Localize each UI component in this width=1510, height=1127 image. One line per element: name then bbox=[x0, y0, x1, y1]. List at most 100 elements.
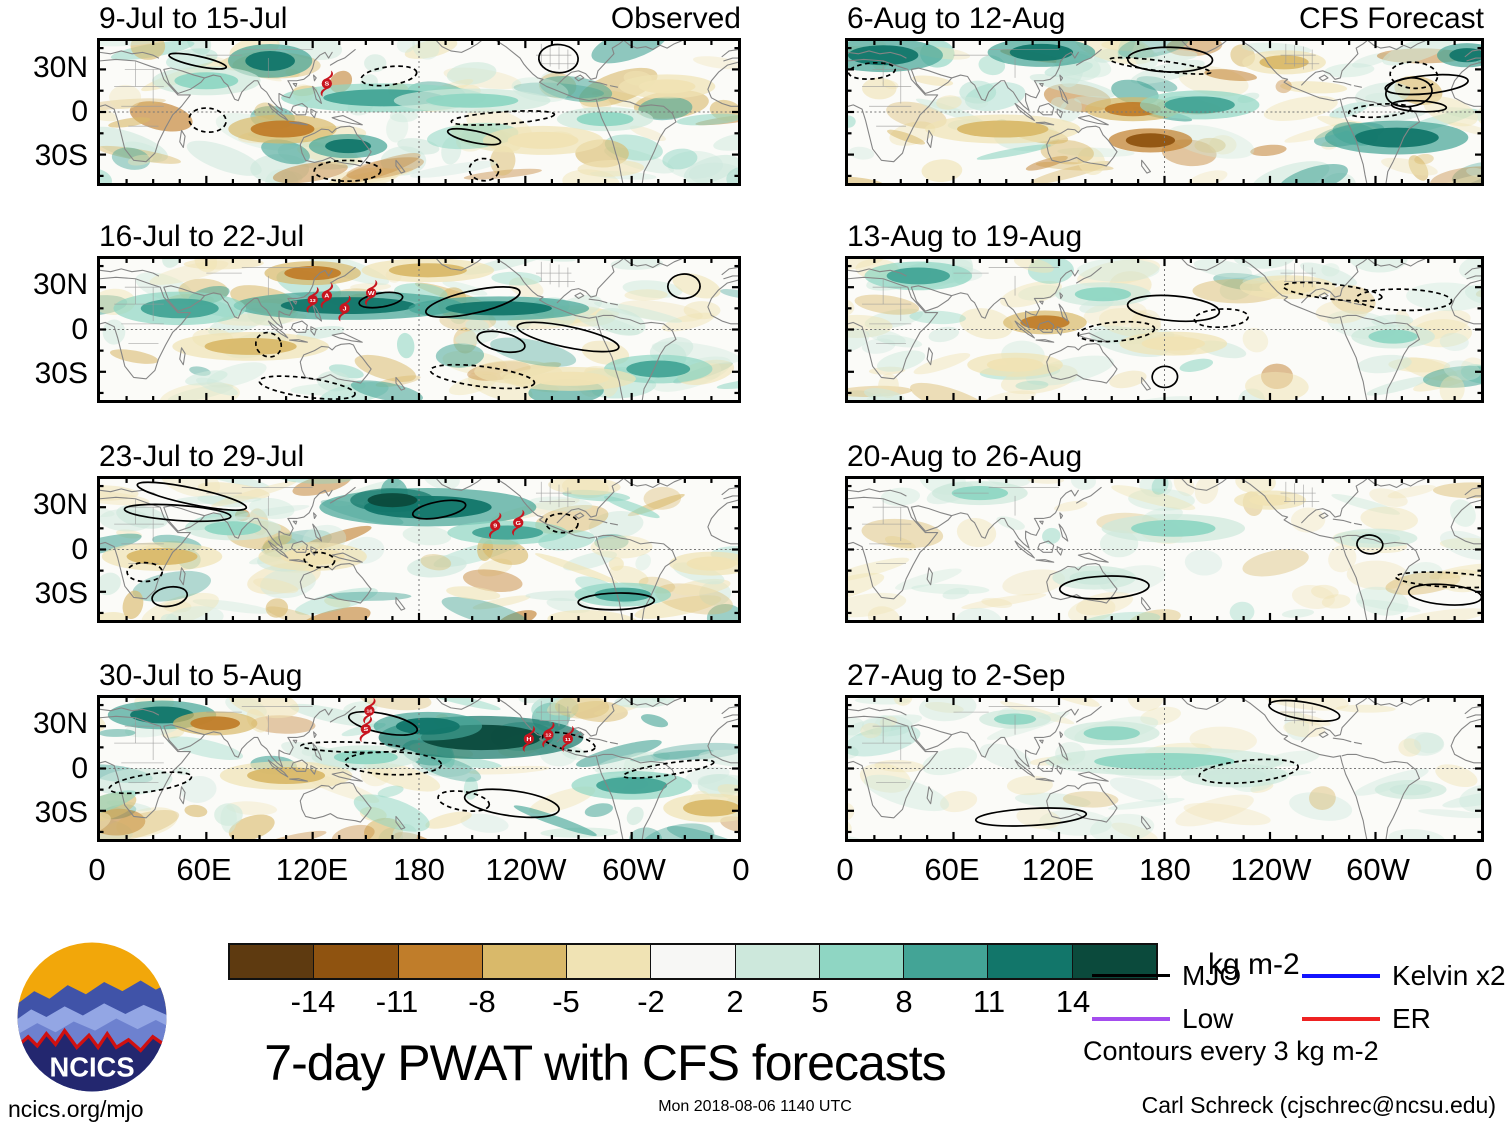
svg-text:W: W bbox=[368, 290, 376, 296]
storm-marker: G bbox=[512, 509, 525, 536]
svg-text:J: J bbox=[343, 306, 347, 312]
map-canvas: 13 A J W bbox=[100, 259, 738, 400]
colorbar-segment bbox=[818, 945, 904, 978]
legend-line-low bbox=[1092, 1017, 1170, 1021]
map-canvas: 16 S H 12 11 bbox=[100, 698, 738, 839]
svg-text:9: 9 bbox=[493, 523, 497, 529]
lat-tick-label: 30S bbox=[34, 796, 88, 829]
legend-label: ER bbox=[1392, 1003, 1431, 1034]
panel-corner-label: CFS Forecast bbox=[1298, 2, 1484, 35]
colorbar-tick-label: 2 bbox=[726, 984, 744, 1019]
colorbar-tick-label: 5 bbox=[811, 984, 829, 1019]
legend-label: Low bbox=[1182, 1003, 1234, 1034]
map-frame bbox=[845, 695, 1484, 842]
map-frame bbox=[845, 38, 1484, 186]
panel-corner-label: Observed bbox=[610, 2, 741, 35]
svg-text:13: 13 bbox=[310, 298, 316, 303]
lon-tick-label: 120W bbox=[1230, 852, 1312, 887]
colorbar-tick-label: 11 bbox=[972, 984, 1006, 1019]
colorbar-units-label: kg m-2 bbox=[1208, 948, 1300, 981]
legend-label: Kelvin x2 bbox=[1392, 960, 1506, 991]
lon-tick-label: 0 bbox=[836, 852, 854, 887]
svg-text:S: S bbox=[363, 727, 369, 733]
map-frame: 13 A J W bbox=[97, 256, 741, 403]
svg-text:A: A bbox=[324, 293, 330, 299]
lon-tick-label: 120E bbox=[1021, 852, 1095, 887]
panel-title: 20-Aug to 26-Aug bbox=[847, 440, 1083, 473]
map-frame bbox=[845, 256, 1484, 403]
lon-tick-label: 180 bbox=[393, 852, 445, 887]
map-canvas bbox=[848, 259, 1481, 400]
storm-marker: A bbox=[320, 282, 334, 309]
footer-credit: Carl Schreck (cjschrec@ncsu.edu) bbox=[1141, 1092, 1496, 1118]
svg-text:S: S bbox=[324, 81, 330, 87]
panel-title: 23-Jul to 29-Jul bbox=[99, 440, 305, 473]
colorbar-segment bbox=[650, 945, 735, 978]
colorbar-segment bbox=[397, 945, 482, 978]
svg-text:16: 16 bbox=[366, 709, 372, 714]
colorbar-tick-label: -2 bbox=[637, 984, 665, 1019]
panel-title: 6-Aug to 12-Aug bbox=[847, 2, 1066, 35]
contour-interval-note: Contours every 3 kg m-2 bbox=[1083, 1036, 1379, 1066]
lat-tick-label: 30S bbox=[34, 357, 88, 390]
lat-tick-label: 30N bbox=[32, 51, 88, 84]
map-canvas bbox=[848, 698, 1481, 839]
footer-site: ncics.org/mjo bbox=[8, 1096, 144, 1122]
legend-label: MJO bbox=[1182, 960, 1242, 991]
colorbar-segment bbox=[734, 945, 819, 978]
colorbar-segment bbox=[566, 945, 651, 978]
map-frame bbox=[845, 476, 1484, 623]
svg-text:G: G bbox=[515, 520, 521, 526]
colorbar-tick-label: -11 bbox=[375, 984, 419, 1019]
colorbar-tick-label: 8 bbox=[895, 984, 913, 1019]
map-canvas bbox=[848, 41, 1481, 183]
storm-marker: 9 bbox=[489, 512, 502, 539]
figure-title: 7-day PWAT with CFS forecasts bbox=[264, 1035, 946, 1091]
lon-tick-label: 120W bbox=[485, 852, 567, 887]
storm-marker: 13 bbox=[306, 286, 319, 313]
panel-title: 27-Aug to 2-Sep bbox=[847, 659, 1066, 692]
legend-line-er bbox=[1302, 1017, 1380, 1021]
lon-tick-label: 60E bbox=[924, 852, 980, 887]
logo-text: NCICS bbox=[49, 1051, 134, 1082]
panel-title: 30-Jul to 5-Aug bbox=[99, 659, 303, 692]
ncics-logo-graphic: NCICS bbox=[17, 942, 167, 1092]
map-canvas: S bbox=[100, 41, 738, 183]
panel-title: 9-Jul to 15-Jul bbox=[99, 2, 288, 35]
ncics-logo: NCICS bbox=[16, 941, 168, 1093]
logo-base bbox=[17, 1030, 167, 1092]
panel-title: 13-Aug to 19-Aug bbox=[847, 220, 1083, 253]
lon-tick-label: 60W bbox=[1346, 852, 1410, 887]
lat-tick-label: 0 bbox=[71, 313, 88, 346]
logo-red-ridgeline bbox=[17, 1027, 167, 1053]
colorbar-tick-label: 14 bbox=[1055, 984, 1091, 1019]
legend-line-kelvin-x2 bbox=[1302, 974, 1380, 978]
colorbar-segment bbox=[987, 945, 1072, 978]
lon-tick-label: 0 bbox=[732, 852, 750, 887]
storm-marker: S bbox=[320, 70, 334, 97]
storm-marker: S bbox=[359, 716, 372, 742]
map-frame: 16 S H 12 11 bbox=[97, 695, 741, 842]
lat-tick-label: 30S bbox=[34, 577, 88, 610]
storm-marker: W bbox=[364, 279, 378, 306]
map-canvas bbox=[848, 479, 1481, 620]
colorbar-tick-label: -14 bbox=[290, 984, 336, 1019]
lat-tick-label: 0 bbox=[71, 752, 88, 785]
svg-text:H: H bbox=[526, 737, 532, 743]
colorbar bbox=[228, 943, 1158, 980]
colorbar-segment bbox=[230, 945, 314, 978]
footer-timestamp: Mon 2018-08-06 1140 UTC bbox=[658, 1098, 852, 1115]
lon-tick-label: 0 bbox=[1475, 852, 1493, 887]
colorbar-tick-label: -5 bbox=[552, 984, 580, 1019]
lat-tick-label: 30S bbox=[34, 139, 88, 172]
lon-tick-label: 120E bbox=[275, 852, 349, 887]
legend-line-mjo bbox=[1092, 974, 1170, 977]
colorbar-segment bbox=[313, 945, 398, 978]
colorbar-segment bbox=[903, 945, 988, 978]
storm-marker: H bbox=[522, 725, 536, 752]
storm-marker: J bbox=[338, 295, 351, 322]
storm-marker: 11 bbox=[561, 725, 575, 752]
lon-tick-label: 60E bbox=[176, 852, 232, 887]
storm-marker: 12 bbox=[542, 721, 555, 748]
